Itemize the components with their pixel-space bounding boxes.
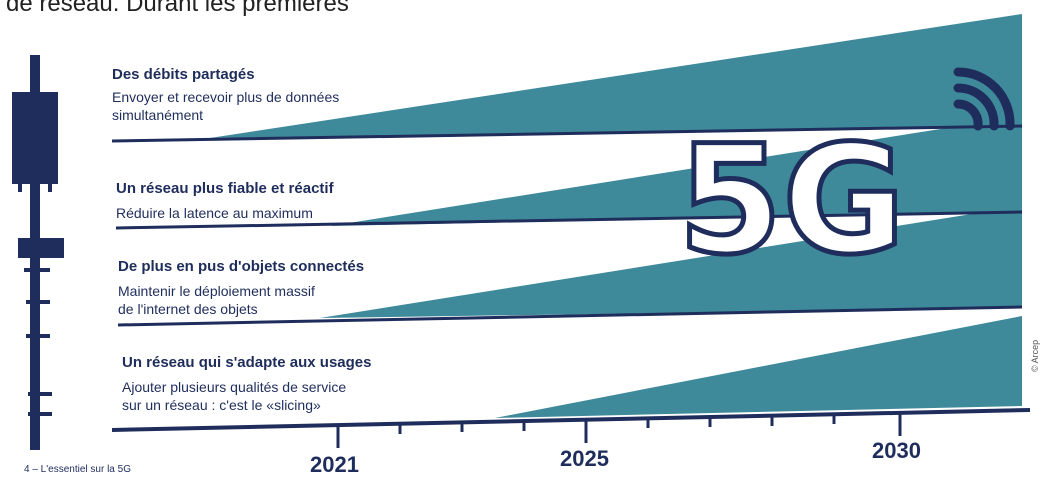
copyright-text: © Arcep — [1030, 339, 1040, 372]
badge-5g-text: 5G — [678, 114, 906, 288]
badge-5g: 5G — [676, 67, 1015, 291]
timeline-axis — [111, 408, 1031, 432]
row-desc-objets: Maintenir le déploiement massif de l'int… — [118, 283, 315, 317]
row-line-latence — [115, 210, 1023, 230]
row-title-latence: Un réseau plus fiable et réactif — [116, 180, 334, 197]
wedge-debits — [210, 14, 1022, 138]
wedge-objets — [320, 206, 1022, 318]
wifi-signal-icon — [953, 67, 1015, 131]
year-label-2025: 2025 — [560, 446, 609, 471]
antenna-tower-icon — [12, 55, 64, 450]
row-line-objets — [117, 305, 1023, 327]
row-title-debits: Des débits partagés — [112, 66, 255, 83]
year-label-2030: 2030 — [872, 438, 921, 463]
wedge-usages — [495, 316, 1022, 418]
footer-text: 4 – L'essentiel sur la 5G — [24, 464, 131, 475]
year-label-2021: 2021 — [310, 452, 359, 477]
row-title-objets: De plus en pus d'objets connectés — [118, 258, 365, 275]
row-desc-debits: Envoyer et recevoir plus de données simu… — [112, 89, 340, 123]
timeline-ticks — [336, 413, 902, 448]
wedge-latence — [330, 116, 1022, 226]
header-text: de réseau. Durant les premières — [6, 0, 349, 17]
row-line-debits — [111, 124, 1023, 143]
row-desc-usages: Ajouter plusieurs qualités de service su… — [122, 379, 347, 413]
row-desc-latence: Réduire la latence au maximum — [116, 205, 313, 221]
row-title-usages: Un réseau qui s'adapte aux usages — [122, 354, 372, 371]
